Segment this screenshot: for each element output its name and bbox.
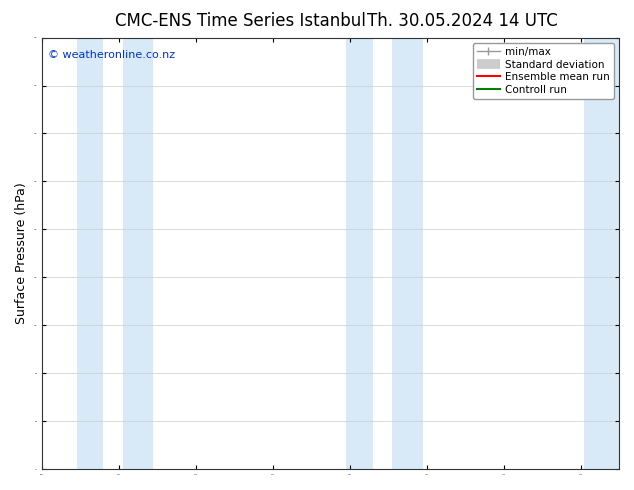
Y-axis label: Surface Pressure (hPa): Surface Pressure (hPa) [15,182,28,324]
Bar [123,38,153,469]
Text: Th. 30.05.2024 14 UTC: Th. 30.05.2024 14 UTC [368,12,558,30]
Bar [346,38,373,469]
Text: © weatheronline.co.nz: © weatheronline.co.nz [48,50,175,60]
Text: CMC-ENS Time Series Istanbul: CMC-ENS Time Series Istanbul [115,12,366,30]
Legend: min/max, Standard deviation, Ensemble mean run, Controll run: min/max, Standard deviation, Ensemble me… [472,43,614,99]
Bar [585,38,619,469]
Bar [77,38,103,469]
Bar [392,38,423,469]
